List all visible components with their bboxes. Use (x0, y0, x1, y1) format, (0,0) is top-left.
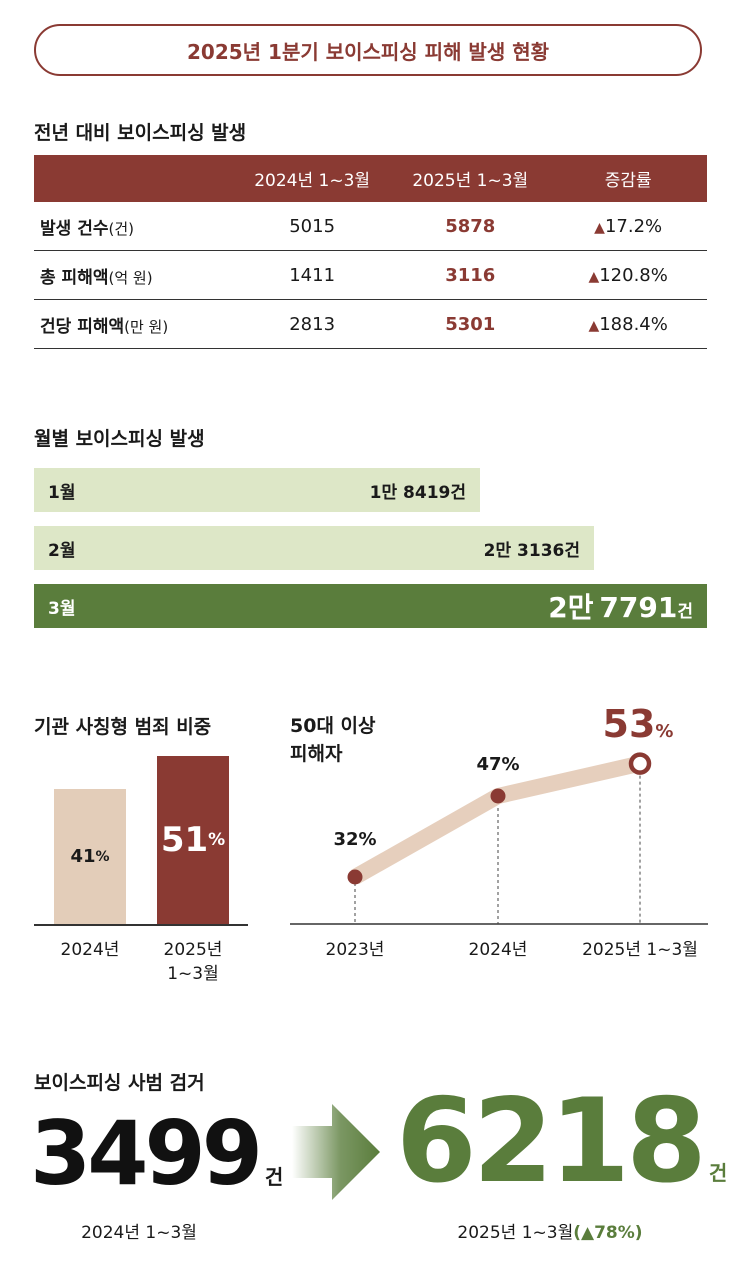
up-triangle-icon: ▲ (594, 219, 605, 236)
cell-2025: 5878 (391, 202, 550, 251)
month-bar-feb: 2월 2만 3136건 (34, 526, 594, 570)
row-label: 발생 건수 (40, 218, 109, 239)
table-header-2025: 2025년 1~3월 (391, 155, 550, 202)
line-point-marker (490, 788, 506, 804)
impersonation-heading: 기관 사칭형 범죄 비중 (34, 716, 212, 738)
table-header-2024: 2024년 1~3월 (233, 155, 392, 202)
table-header-row: 2024년 1~3월 2025년 1~3월 증감률 (34, 155, 707, 202)
row-label: 총 피해액 (40, 267, 109, 288)
line-point-label: 32% (333, 829, 377, 850)
row-label: 건당 피해액 (40, 316, 125, 337)
cell-2024: 5015 (233, 202, 392, 251)
impersonation-x-label: 2024년 (60, 940, 120, 960)
cell-change: 188.4% (599, 313, 668, 335)
month-bar-mar: 3월 2만 7791건 (34, 584, 707, 628)
arrests-after-value: 6218 (396, 1074, 707, 1209)
bar-month-label: 1월 (48, 482, 76, 503)
monthly-heading: 월별 보이스피싱 발생 (34, 428, 205, 450)
line-x-label: 2023년 (325, 940, 385, 960)
row-unit: (억 원) (108, 268, 153, 287)
yoy-heading: 전년 대비 보이스피싱 발생 (34, 122, 247, 144)
cell-2024: 2813 (233, 299, 392, 349)
table-header-empty (34, 155, 234, 202)
line-x-label: 2025년 1~3월 (582, 940, 698, 960)
arrests-after-period: 2025년 1~3월 (457, 1223, 574, 1243)
line-x-label: 2024년 (468, 940, 528, 960)
impersonation-x-label: 1~3월 (167, 964, 219, 984)
arrests-before-unit: 건 (264, 1165, 284, 1189)
arrests-after-unit: 건 (708, 1161, 728, 1185)
yoy-table: 2024년 1~3월 2025년 1~3월 증감률 발생 건수(건) 5015 … (34, 155, 707, 349)
table-row: 발생 건수(건) 5015 5878 ▲17.2% (34, 202, 707, 251)
over50-heading-line1: 50대 이상 (290, 715, 376, 737)
arrests-before-value: 3499 (30, 1102, 263, 1205)
cell-change: 120.8% (599, 264, 668, 286)
line-point-marker (347, 869, 363, 885)
table-row: 총 피해액(억 원) 1411 3116 ▲120.8% (34, 250, 707, 300)
cell-change: 17.2% (604, 215, 663, 237)
bar-value-num: 7791 (599, 591, 678, 624)
over50-heading-line2: 피해자 (290, 743, 343, 765)
table-header-change: 증감률 (549, 155, 707, 202)
cell-2025: 5301 (391, 299, 550, 349)
impersonation-baseline (34, 924, 248, 926)
month-bar-jan: 1월 1만 8419건 (34, 468, 480, 512)
line-point-pct: % (655, 720, 674, 742)
table-row: 건당 피해액(만 원) 2813 5301 ▲188.4% (34, 299, 707, 349)
cell-2025: 3116 (391, 250, 550, 300)
arrests-before-period: 2024년 1~3월 (81, 1223, 197, 1243)
bar-value-pct: % (95, 848, 110, 865)
cell-2024: 1411 (233, 250, 392, 300)
page-title: 2025년 1분기 보이스피싱 피해 발생 현황 (34, 24, 702, 76)
bar-value-man: 2만 (548, 591, 594, 624)
bar-value-pct: % (208, 830, 226, 850)
line-point-label: 47% (476, 754, 520, 775)
bar-value-man: 2만 (483, 540, 512, 561)
up-triangle-icon: ▲ (588, 268, 600, 285)
impersonation-bar-2025: 51% (157, 756, 229, 924)
arrests-heading: 보이스피싱 사범 검거 (34, 1072, 205, 1094)
impersonation-x-label: 2025년 (163, 940, 223, 960)
bar-value-unit: 건 (677, 602, 693, 622)
bar-month-label: 2월 (48, 540, 76, 561)
arrests-change: (▲78%) (573, 1223, 643, 1243)
bar-value-man: 1만 (369, 482, 398, 503)
bar-value-label: 41 (70, 846, 96, 867)
over50-line-chart (290, 752, 708, 925)
bar-value-rest: 3136건 (517, 540, 580, 561)
row-unit: (만 원) (124, 317, 169, 336)
bar-month-label: 3월 (48, 598, 76, 619)
arrow-right-icon (292, 1104, 380, 1200)
bar-value-label: 51 (160, 820, 209, 860)
row-unit: (건) (108, 219, 134, 238)
up-triangle-icon: ▲ (588, 317, 600, 334)
bar-value-rest: 8419건 (403, 482, 466, 503)
line-point-marker (628, 752, 652, 775)
line-point-label: 53 (602, 701, 656, 746)
impersonation-bar-2024: 41% (54, 789, 126, 924)
